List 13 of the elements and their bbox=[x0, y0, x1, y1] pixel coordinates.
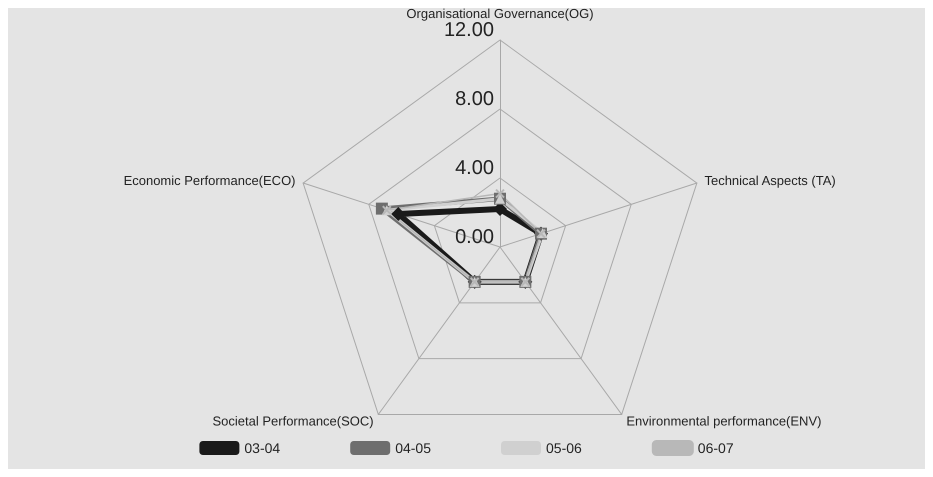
y-tick-label: 12.00 bbox=[444, 19, 494, 41]
spoke-label: Environmental performance(ENV) bbox=[626, 413, 822, 428]
spoke-label: Economic Performance(ECO) bbox=[124, 173, 296, 188]
legend-label: 06-07 bbox=[698, 440, 734, 456]
y-tick-label: 4.00 bbox=[455, 157, 494, 179]
spoke-label: Technical Aspects (TA) bbox=[704, 173, 836, 188]
legend-label: 04-05 bbox=[395, 440, 432, 456]
legend-label: 03-04 bbox=[244, 440, 280, 456]
legend-label: 05-06 bbox=[546, 440, 582, 456]
spoke-label: Organisational Governance(OG) bbox=[406, 6, 594, 22]
y-tick-label: 8.00 bbox=[455, 88, 494, 110]
spoke-label: Societal Performance(SOC) bbox=[212, 413, 374, 428]
y-tick-label: 0.00 bbox=[455, 226, 494, 248]
